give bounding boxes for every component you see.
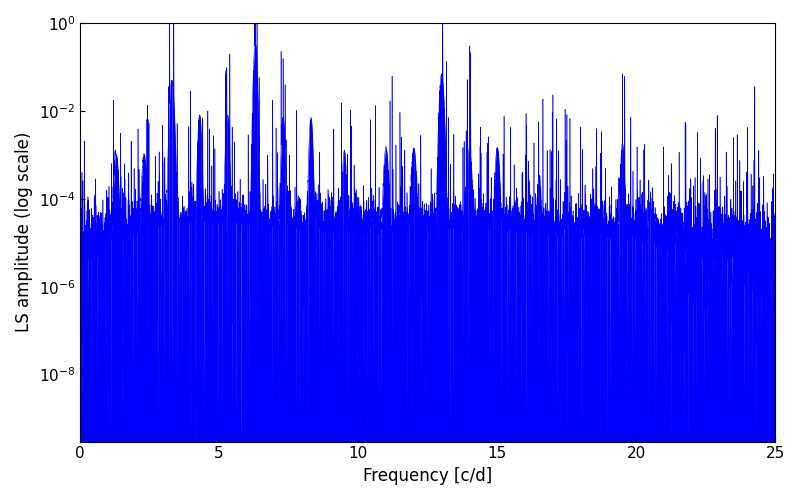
Y-axis label: LS amplitude (log scale): LS amplitude (log scale)	[15, 132, 33, 332]
X-axis label: Frequency [c/d]: Frequency [c/d]	[363, 467, 492, 485]
